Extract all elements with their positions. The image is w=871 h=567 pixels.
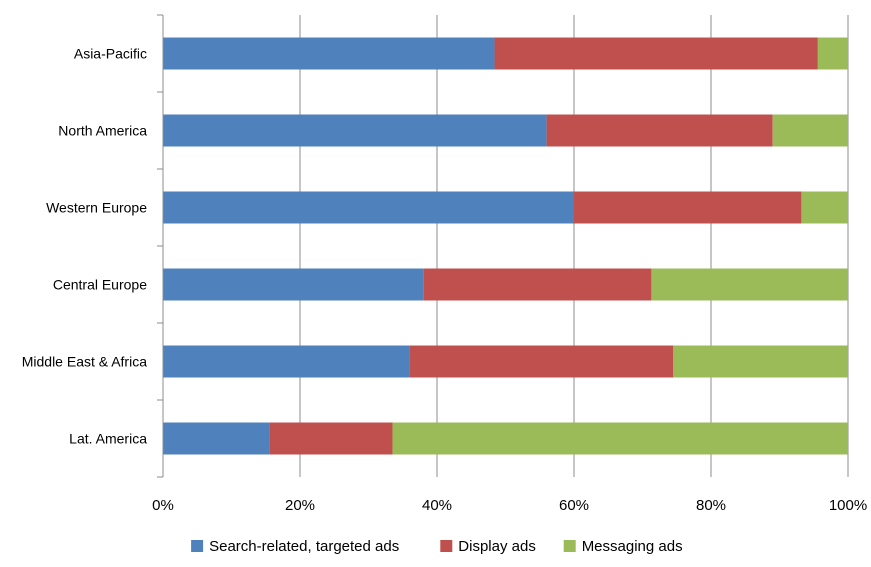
bar-segment [163,268,424,301]
x-tick-labels: 0% 20% 40% 60% 80% 100% [152,497,867,514]
bar-segment [163,191,574,224]
bar-segment [392,422,848,455]
bar-segment [801,191,848,224]
legend: Search-related, targeted ads Display ads M… [191,538,683,555]
legend-label: Messaging ads [582,538,683,555]
category-label: Western Europe [46,200,147,216]
bar-segment [651,268,848,301]
legend-label: Search-related, targeted ads [209,538,399,555]
bar-segment [546,114,773,147]
bar-segment [269,422,393,455]
bar-segment [163,422,270,455]
legend-swatch [440,540,453,552]
legend-swatch [191,540,204,552]
category-labels: Asia-Pacific North America Western Europe C… [22,46,147,447]
bar-segment [574,191,802,224]
bar-segment [772,114,848,147]
x-tick-label: 100% [829,497,867,514]
bar-segment [163,114,547,147]
category-label: North America [58,123,147,139]
category-label: Lat. America [69,431,147,447]
gridlines [299,15,849,477]
category-label: Middle East & Africa [22,354,147,370]
bar-segment [673,345,848,378]
category-label: Central Europe [53,277,147,293]
bars [163,37,848,455]
bar-segment [423,268,652,301]
x-tick-label: 60% [559,497,589,514]
x-tick-label: 0% [152,497,174,514]
bar-segment [409,345,674,378]
bar-segment [163,37,495,70]
legend-label: Display ads [458,538,536,555]
axes [157,14,164,478]
category-label: Asia-Pacific [74,46,147,62]
x-tick-label: 80% [696,497,726,514]
x-tick-label: 20% [285,497,315,514]
bar-segment [494,37,818,70]
legend-swatch [563,540,576,552]
x-tick-label: 40% [422,497,452,514]
bar-segment [817,37,848,70]
bar-segment [163,345,410,378]
